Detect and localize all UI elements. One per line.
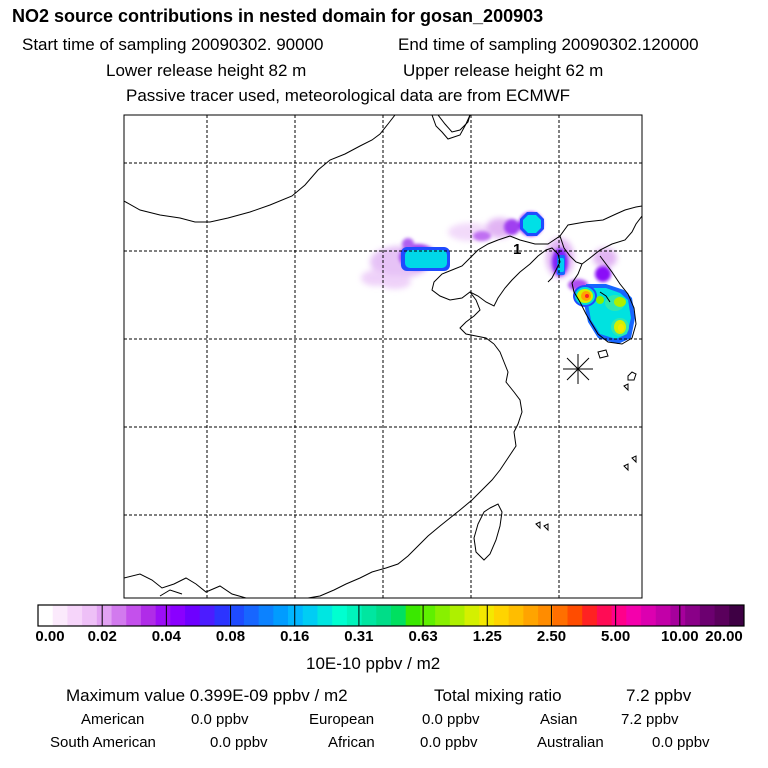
tracer-note: Passive tracer used, meteorological data…: [126, 86, 571, 105]
colorbar-cell: [273, 605, 289, 626]
colorbar-cell: [699, 605, 715, 626]
colorbar-cell: [641, 605, 657, 626]
colorbar-cell: [508, 605, 524, 626]
colorbar-tick-label: 0.02: [87, 628, 117, 645]
colorbar-cell: [229, 605, 245, 626]
colorbar-tick-label: 0.31: [344, 628, 374, 645]
colorbar-dividers: [101, 605, 681, 626]
colorbar-cell: [258, 605, 274, 626]
colorbar-cell: [552, 605, 568, 626]
lat-lon-grid: [124, 115, 642, 598]
colorbar-cell: [596, 605, 613, 626]
colorbar-cell: [391, 605, 407, 626]
colorbar-cell: [567, 605, 583, 626]
end-time: End time of sampling 20090302.120000: [398, 35, 699, 54]
maximum-value: Maximum value 0.399E-09 ppbv / m2: [66, 686, 348, 705]
colorbar-cell: [420, 605, 436, 626]
colorbar-cell: [332, 605, 348, 626]
colorbar-tick-label: 0.16: [280, 628, 310, 645]
colorbar-cell: [670, 605, 686, 626]
colorbar-cell: [346, 605, 362, 626]
start-time: Start time of sampling 20090302. 90000: [22, 35, 324, 54]
colorbar-cell: [317, 605, 333, 626]
lower-release-height: Lower release height 82 m: [106, 61, 307, 80]
region-value: 0.0 ppbv: [210, 734, 268, 751]
total-mixing-ratio-label: Total mixing ratio: [434, 686, 562, 705]
colorbar-cell: [449, 605, 465, 626]
region-name: South American: [50, 734, 156, 751]
colorbar-cell: [288, 605, 304, 626]
colorbar-tick-label: 0.00: [35, 628, 65, 645]
colorbar-cell: [126, 605, 142, 626]
colorbar-cell: [361, 605, 377, 626]
colorbar-cell: [38, 605, 54, 626]
colorbar-cell: [96, 605, 112, 626]
region-value: 0.0 ppbv: [652, 734, 710, 751]
region-name: Australian: [537, 734, 604, 751]
colorbar-cell: [67, 605, 83, 626]
colorbar-cell: [111, 605, 127, 626]
colorbar-unit: 10E-10 ppbv / m2: [306, 654, 441, 673]
colorbar-cell: [626, 605, 642, 626]
colorbar-cell: [155, 605, 171, 626]
colorbar-cell: [435, 605, 451, 626]
colorbar-cell: [302, 605, 318, 626]
page-title: NO2 source contributions in nested domai…: [12, 6, 544, 26]
upper-release-height: Upper release height 62 m: [403, 61, 604, 80]
colorbar-cell: [464, 605, 480, 626]
colorbar-tick-label: 20.00: [705, 628, 743, 645]
concentration-plume: [361, 212, 635, 344]
colorbar-tick-label: 2.50: [536, 628, 567, 645]
region-name: American: [81, 711, 145, 728]
colorbar-cell: [538, 605, 554, 626]
colorbar-tick-label: 0.04: [151, 628, 181, 645]
colorbar-cell: [199, 605, 215, 626]
region-value: 7.2 ppbv: [621, 711, 679, 728]
region-value: 0.0 ppbv: [191, 711, 249, 728]
colorbar-cell: [405, 605, 421, 626]
colorbar-cell: [685, 605, 701, 626]
receptor-label: 1: [513, 241, 521, 258]
region-name: Asian: [540, 711, 578, 728]
colorbar-cell: [655, 605, 671, 626]
colorbar-cell: [243, 605, 260, 626]
colorbar-cell: [170, 605, 186, 626]
colorbar-tick-label: 10.00: [661, 628, 699, 645]
colorbar-tick-label: 0.63: [408, 628, 438, 645]
asterisk-icon: [563, 354, 593, 384]
region-name: African: [328, 734, 375, 751]
colorbar-cell: [185, 605, 201, 626]
colorbar-cell: [523, 605, 539, 626]
colorbar-cell: [611, 605, 627, 626]
colorbar-cell: [714, 605, 730, 626]
colorbar-cell: [493, 605, 510, 626]
colorbar-tick-label: 0.08: [215, 628, 246, 645]
colorbar-tick-label: 5.00: [600, 628, 631, 645]
total-mixing-ratio-value: 7.2 ppbv: [626, 686, 692, 705]
region-value: 0.0 ppbv: [420, 734, 478, 751]
colorbar-cell: [82, 605, 98, 626]
colorbar-cell: [376, 605, 392, 626]
map-frame: [123, 114, 643, 599]
colorbar-cells: [38, 605, 745, 626]
coastlines: [124, 115, 642, 598]
region-name: European: [309, 711, 375, 728]
colorbar-cell: [52, 605, 68, 626]
colorbar-cell: [140, 605, 157, 626]
colorbar-cell: [214, 605, 230, 626]
colorbar-cell: [582, 605, 598, 626]
colorbar-cell: [729, 605, 745, 626]
colorbar-tick-label: 1.25: [472, 628, 502, 645]
colorbar-frame: [37, 604, 745, 627]
region-value: 0.0 ppbv: [422, 711, 480, 728]
